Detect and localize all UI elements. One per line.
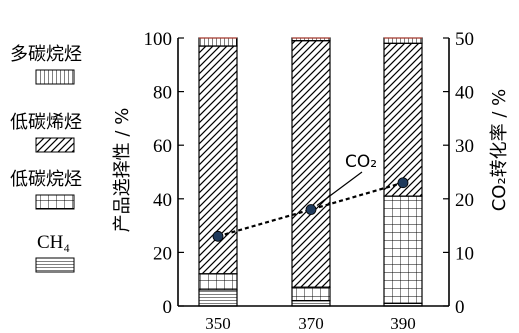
- y2-tick-label: 50: [455, 29, 474, 50]
- legend-label: 低碳烯烃: [10, 112, 82, 133]
- y-tick-label: 60: [153, 136, 172, 157]
- legend-label: 低碳烷烃: [10, 169, 82, 190]
- bar-segment-370-0: [291, 300, 331, 307]
- legend-swatch: [35, 194, 75, 210]
- bar-segment-350-0: [198, 289, 238, 307]
- y-tick-label: 0: [163, 297, 173, 318]
- ticks: 0 20 40 60 80 100 0 10 20 30 40 50 350 370 390: [144, 29, 475, 333]
- x-tick-label: 370: [298, 314, 324, 333]
- conversion-line: [212, 171, 409, 242]
- co2-point-370: [305, 204, 317, 215]
- y-tick-label: 80: [153, 83, 172, 104]
- y2-tick-label: 0: [455, 297, 465, 318]
- bar-segment-370-2: [291, 40, 331, 288]
- legend-swatch: [35, 69, 75, 85]
- y2-tick-label: 30: [455, 136, 474, 157]
- co2-point-350: [212, 230, 224, 242]
- bar-segment-390-3: [383, 37, 423, 44]
- bar-segment-390-2: [383, 42, 423, 197]
- bar-segment-350-3: [198, 37, 238, 47]
- bar-segment-390-1: [383, 195, 423, 304]
- y2-axis-label: CO₂转化率 / %: [489, 89, 510, 212]
- y2-tick-label: 10: [455, 243, 474, 264]
- legend-swatch: [35, 137, 75, 153]
- co2-point-390: [397, 177, 409, 189]
- legend-label: 多碳烷烃: [10, 44, 82, 65]
- y-tick-label: 20: [153, 243, 172, 264]
- y2-tick-label: 40: [455, 83, 474, 104]
- x-tick-label: 390: [390, 314, 416, 333]
- y-axis-label: 产品选择性 / %: [112, 108, 133, 233]
- legend-swatch: [35, 257, 75, 273]
- axes: [177, 38, 450, 307]
- bars: [198, 37, 423, 307]
- y-tick-label: 100: [144, 29, 173, 50]
- co2-annotation: CO₂: [345, 152, 377, 172]
- x-tick-label: 350: [205, 314, 231, 333]
- legend-label: CH₄: [37, 232, 70, 253]
- y-tick-label: 40: [153, 190, 172, 211]
- bar-segment-350-1: [198, 273, 238, 291]
- co2-annotation-pointer: [316, 171, 363, 207]
- bar-segment-370-1: [291, 286, 331, 302]
- y2-tick-label: 20: [455, 190, 474, 211]
